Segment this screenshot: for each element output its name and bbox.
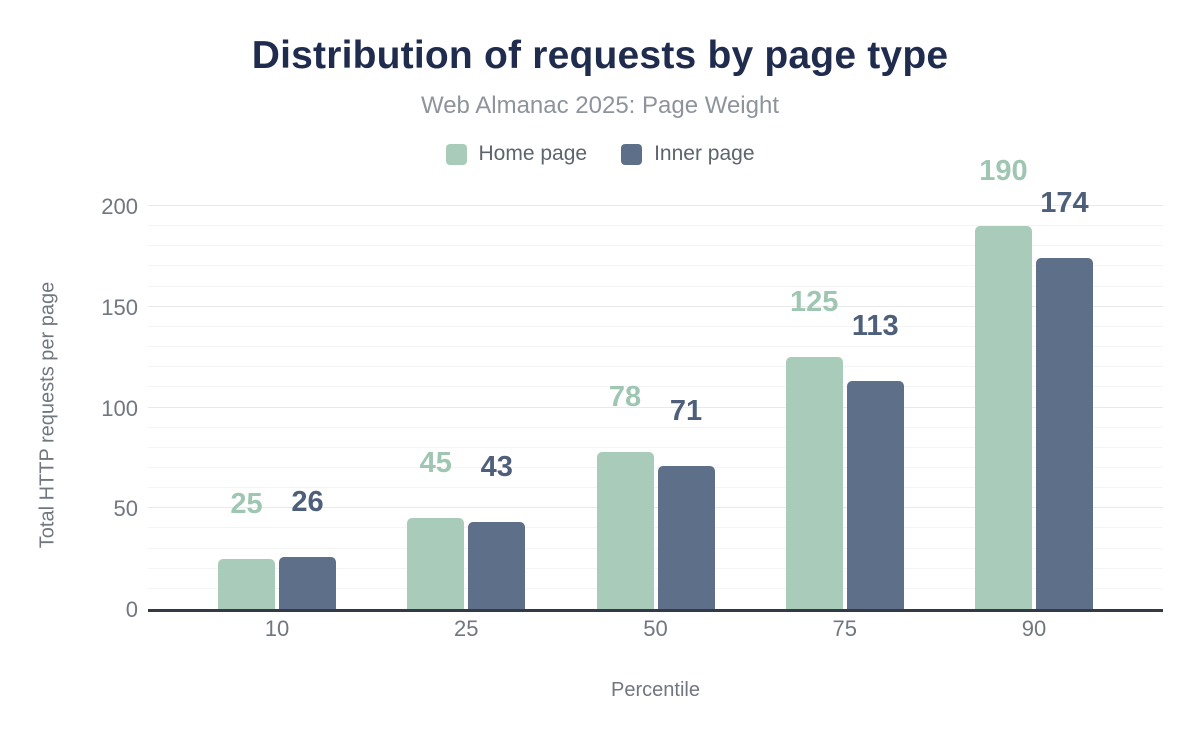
x-tick-label-25: 25 xyxy=(454,616,479,641)
gridline-20 xyxy=(148,567,1163,569)
bar-inner-page-p75 xyxy=(846,381,904,609)
x-tick-label-10: 10 xyxy=(264,616,290,641)
bar-value-inner-page-p90: 174 xyxy=(1040,187,1089,220)
bar-home-page-p50 xyxy=(596,451,654,609)
bar-value-inner-page-p10: 26 xyxy=(291,485,324,518)
x-axis-title: Percentile xyxy=(611,679,700,701)
gridline-50 xyxy=(148,507,1163,509)
bar-inner-page-p25 xyxy=(468,522,526,609)
bar-inner-page-p10 xyxy=(279,556,336,609)
gridline-40 xyxy=(148,527,1163,529)
bar-home-page-p90 xyxy=(975,226,1032,609)
bar-value-inner-page-p50: 71 xyxy=(669,394,703,427)
gridline-60 xyxy=(148,487,1163,489)
gridline-130 xyxy=(148,346,1163,348)
gridline-120 xyxy=(148,366,1163,368)
bar-home-page-p25 xyxy=(407,518,465,609)
legend-swatch-home-page-icon xyxy=(445,143,467,165)
gridline-190 xyxy=(148,225,1163,227)
bar-value-home-page-p25: 45 xyxy=(419,447,452,480)
x-tick-label-75: 75 xyxy=(832,616,857,641)
y-tick-label-100: 100 xyxy=(101,395,138,421)
y-tick-label-0: 0 xyxy=(125,597,138,622)
gridline-10 xyxy=(148,587,1163,589)
bar-value-home-page-p10: 25 xyxy=(230,487,263,520)
bar-inner-page-p90 xyxy=(1036,258,1093,609)
gridline-110 xyxy=(148,386,1163,388)
gridline-30 xyxy=(148,547,1163,549)
y-tick-label-150: 150 xyxy=(101,294,138,320)
bar-home-page-p10 xyxy=(218,558,275,609)
legend: Home page Inner page xyxy=(0,142,1200,166)
bar-inner-page-p50 xyxy=(657,465,715,609)
gridline-70 xyxy=(148,466,1163,468)
gridline-180 xyxy=(148,245,1163,247)
x-tick-label-50: 50 xyxy=(643,616,668,641)
gridline-160 xyxy=(148,285,1163,287)
bar-value-inner-page-p75: 113 xyxy=(851,310,899,343)
x-tick-label-90: 90 xyxy=(1021,616,1047,641)
gridline-150 xyxy=(148,305,1163,307)
bar-value-home-page-p50: 78 xyxy=(608,380,642,413)
gridline-170 xyxy=(148,265,1163,267)
legend-label-home-page: Home page xyxy=(478,142,588,165)
bar-value-inner-page-p25: 43 xyxy=(480,451,513,484)
bar-home-page-p75 xyxy=(785,357,843,609)
legend-label-inner-page: Inner page xyxy=(654,142,755,165)
gridline-140 xyxy=(148,325,1163,327)
legend-swatch-inner-page-icon xyxy=(621,143,643,165)
gridline-90 xyxy=(148,426,1163,428)
y-tick-label-200: 200 xyxy=(101,194,138,219)
gridline-80 xyxy=(148,446,1163,448)
plot-area: 25 26 45 43 78 71 125 113 190 174 xyxy=(148,157,1163,612)
y-tick-label-50: 50 xyxy=(113,496,138,522)
chart-subtitle: Web Almanac 2025: Page Weight xyxy=(420,92,779,119)
gridline-100 xyxy=(148,406,1163,408)
bar-value-home-page-p90: 190 xyxy=(979,155,1028,188)
bar-value-home-page-p75: 125 xyxy=(790,286,839,319)
gridline-200 xyxy=(148,205,1163,206)
legend-item-home-page: Home page xyxy=(445,142,588,166)
chart-title: Distribution of requests by page type xyxy=(251,34,949,77)
legend-item-inner-page: Inner page xyxy=(621,142,755,166)
